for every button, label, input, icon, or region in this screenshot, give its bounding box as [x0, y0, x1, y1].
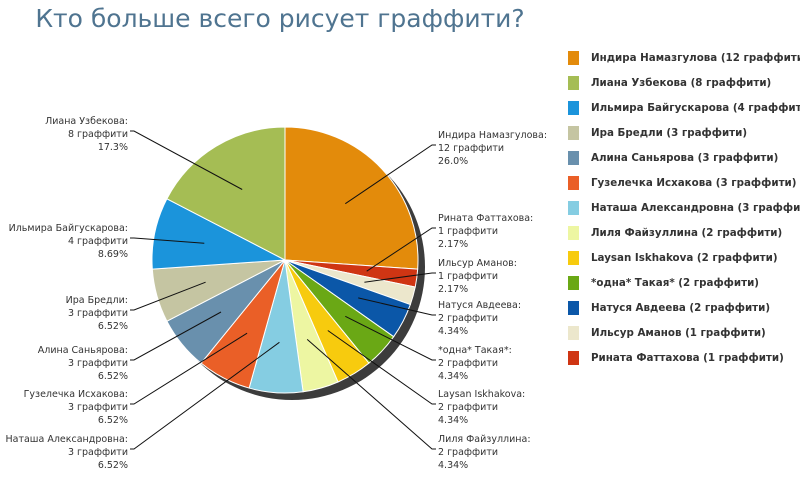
callout-labels: Индира Намазгулова: 12 граффити 26.0% Ринат…	[5, 116, 547, 471]
legend-label: Лиана Узбекова (8 граффити)	[591, 77, 772, 89]
callout-leader-2	[364, 272, 436, 283]
legend-label: Рината Фаттахова (1 граффити)	[591, 352, 784, 364]
callout-2: Ильсур Аманов: 1 граффити 2.17%	[438, 258, 517, 295]
legend-item-8: Гузелечка Исхакова (3 граффити)	[568, 175, 796, 191]
callout-leader-5	[327, 330, 436, 405]
legend-item-6: Лиля Файзуллина (2 граффити)	[568, 225, 782, 241]
callout-leader-7	[130, 341, 280, 450]
callout-leader-3	[358, 297, 436, 316]
callout-9: Алина Саньярова: 3 граффити 6.52%	[38, 345, 128, 382]
pie-slice-12	[166, 126, 286, 261]
callout-leader-4	[345, 315, 436, 361]
legend-label: Наташа Александровна (3 граффити)	[591, 202, 800, 214]
pie-slices	[151, 126, 419, 394]
legend-swatch	[568, 176, 579, 190]
callout-leader-6	[306, 339, 436, 450]
legend-label: Ира Бредли (3 граффити)	[591, 127, 748, 139]
legend-label: Натуся Авдеева (2 граффити)	[591, 302, 771, 314]
pie-slice-0	[284, 126, 419, 270]
legend-item-3: Натуся Авдеева (2 граффити)	[568, 300, 770, 316]
legend-item-5: Laysan Iskhakova (2 граффити)	[568, 250, 778, 266]
legend-label: *одна* Такая* (2 граффити)	[591, 277, 759, 289]
callout-leader-1	[366, 227, 436, 272]
callout-leader-11	[130, 237, 205, 244]
callout-10: Ира Бредли: 3 граффити 6.52%	[66, 295, 128, 332]
legend-item-9: Алина Саньярова (3 граффити)	[568, 150, 778, 166]
legend-item-12: Лиана Узбекова (8 граффити)	[568, 75, 771, 91]
callout-leader-0	[345, 144, 436, 205]
callout-7: Наташа Александровна: 3 граффити 6.52%	[5, 434, 128, 471]
legend-label: Лиля Файзуллина (2 граффити)	[591, 227, 783, 239]
legend-swatch	[568, 101, 579, 115]
legend-swatch	[568, 151, 579, 165]
legend-swatch	[568, 126, 579, 140]
callout-12: Лиана Узбекова: 8 граффити 17.3%	[45, 116, 128, 153]
callout-5: Laysan Iskhakova: 2 граффити 4.34%	[438, 389, 525, 426]
legend-item-11: Ильмира Байгускарова (4 граффити)	[568, 100, 800, 116]
callout-6: Лиля Файзуллина: 2 граффити 4.34%	[438, 434, 531, 471]
legend-swatch	[568, 276, 579, 290]
callout-11: Ильмира Байгускарова: 4 граффити 8.69%	[9, 223, 128, 260]
legend-swatch	[568, 351, 579, 365]
callout-4: *одна* Такая*: 2 граффити 4.34%	[438, 345, 512, 382]
legend-swatch	[568, 76, 579, 90]
legend-swatch	[568, 51, 579, 65]
legend-label: Гузелечка Исхакова (3 граффити)	[591, 177, 797, 189]
callout-leader-10	[130, 281, 206, 311]
callout-leader-8	[130, 332, 248, 405]
legend-item-10: Ира Бредли (3 граффити)	[568, 125, 747, 141]
callout-0: Индира Намазгулова: 12 граффити 26.0%	[438, 130, 547, 167]
callout-3: Натуся Авдеева: 2 граффити 4.34%	[438, 300, 521, 337]
legend-item-2: Ильсур Аманов (1 граффити)	[568, 325, 766, 341]
legend-swatch	[568, 301, 579, 315]
legend-label: Ильсур Аманов (1 граффити)	[591, 327, 766, 339]
callout-8: Гузелечка Исхакова: 3 граффити 6.52%	[24, 389, 128, 426]
callout-leader-12	[130, 130, 243, 190]
legend-item-0: Индира Намазгулова (12 граффити)	[568, 50, 800, 66]
legend-label: Алина Саньярова (3 граффити)	[591, 152, 779, 164]
legend-swatch	[568, 201, 579, 215]
legend-item-4: *одна* Такая* (2 граффити)	[568, 275, 759, 291]
callout-leaders	[130, 130, 436, 450]
legend-swatch	[568, 326, 579, 340]
legend-swatch	[568, 226, 579, 240]
callout-leader-9	[130, 311, 222, 361]
legend-item-7: Наташа Александровна (3 граффити)	[568, 200, 800, 216]
legend-item-1: Рината Фаттахова (1 граффити)	[568, 350, 784, 366]
legend-label: Ильмира Байгускарова (4 граффити)	[591, 102, 800, 114]
legend-label: Laysan Iskhakova (2 граффити)	[591, 252, 778, 264]
chart-title: Кто больше всего рисует граффити?	[35, 4, 525, 33]
callout-1: Рината Фаттахова: 1 граффити 2.17%	[438, 213, 533, 250]
legend-swatch	[568, 251, 579, 265]
legend-label: Индира Намазгулова (12 граффити)	[591, 52, 800, 64]
